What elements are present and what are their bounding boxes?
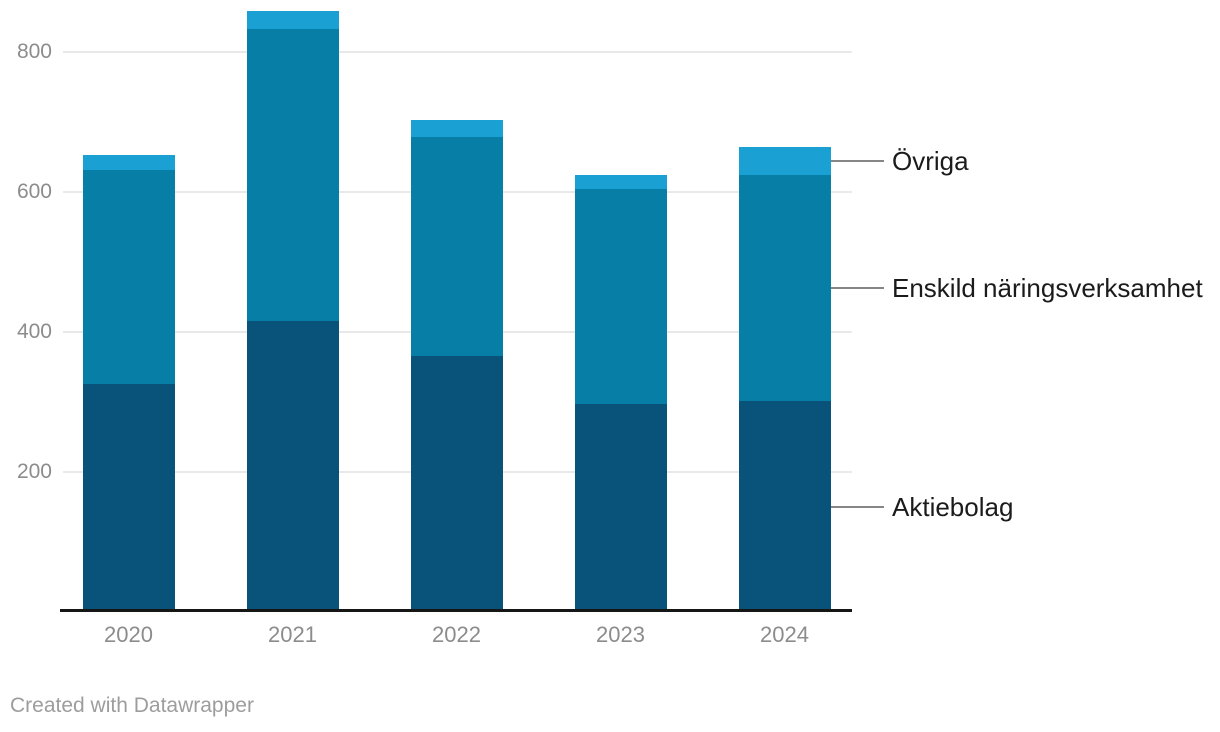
bar-segment-2022-aktiebolag[interactable] (410, 355, 503, 612)
bar-segment-2024-aktiebolag[interactable] (738, 401, 831, 612)
x-axis-baseline (60, 609, 852, 612)
y-tick-label-800: 800 (16, 40, 52, 63)
datawrapper-credit: Created with Datawrapper (10, 694, 254, 717)
x-tick-label-2023: 2023 (596, 622, 645, 647)
bar-segment-2022--vriga[interactable] (410, 119, 503, 137)
legend-label: Aktiebolag (892, 491, 1014, 522)
y-tick-label-200: 200 (16, 460, 52, 483)
x-tick-label-2020: 2020 (104, 622, 153, 647)
bar-segment-2021-enskild-n-ringsverksamhet[interactable] (246, 28, 339, 321)
bar-segment-2020-enskild-n-ringsverksamhet[interactable] (82, 170, 175, 384)
legend-connector-line (831, 159, 884, 162)
y-tick-label-400: 400 (16, 320, 52, 343)
legend-connector-line (831, 505, 884, 508)
legend-label: Enskild näringsverksamhet (892, 272, 1203, 303)
bar-segment-2020-aktiebolag[interactable] (82, 383, 175, 612)
legend-connector-line (831, 286, 884, 289)
y-tick-label-600: 600 (16, 180, 52, 203)
gridline-800 (63, 51, 852, 53)
x-tick-label-2022: 2022 (432, 622, 481, 647)
bar-segment-2021-aktiebolag[interactable] (246, 320, 339, 612)
bar-segment-2022-enskild-n-ringsverksamhet[interactable] (410, 136, 503, 356)
bar-segment-2023--vriga[interactable] (574, 174, 667, 190)
bar-segment-2021--vriga[interactable] (246, 10, 339, 29)
bar-segment-2023-enskild-n-ringsverksamhet[interactable] (574, 189, 667, 405)
legend-label: Övriga (892, 145, 969, 176)
bar-segment-2024--vriga[interactable] (738, 146, 831, 175)
bar-segment-2024-enskild-n-ringsverksamhet[interactable] (738, 174, 831, 402)
x-tick-label-2024: 2024 (760, 622, 809, 647)
bar-segment-2023-aktiebolag[interactable] (574, 404, 667, 612)
x-tick-label-2021: 2021 (268, 622, 317, 647)
bar-segment-2020--vriga[interactable] (82, 154, 175, 171)
